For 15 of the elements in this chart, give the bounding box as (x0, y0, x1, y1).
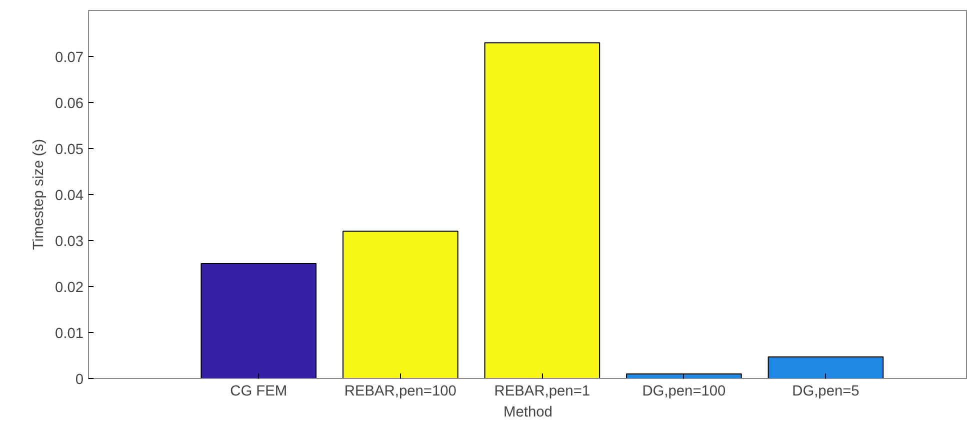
y-tick-label: 0.04 (54, 188, 84, 204)
y-tick-label: 0.03 (54, 234, 84, 250)
y-axis-title: Timestep size (s) (30, 138, 47, 250)
y-tick-label: 0 (75, 372, 84, 388)
y-tick-label: 0.07 (54, 50, 84, 66)
x-tick-label: REBAR,pen=100 (344, 384, 456, 400)
y-tick-label: 0.05 (54, 142, 84, 158)
x-tick-label: CG FEM (230, 384, 288, 400)
y-tick-label: 0.01 (54, 326, 84, 342)
x-axis-title: Method (504, 404, 552, 420)
x-tick-label: DG,pen=100 (642, 384, 726, 400)
x-tick-label: DG,pen=5 (792, 384, 860, 400)
x-tick-label: REBAR,pen=1 (494, 384, 590, 400)
y-tick-label: 0.06 (54, 96, 84, 112)
y-tick-label: 0.02 (54, 280, 84, 296)
